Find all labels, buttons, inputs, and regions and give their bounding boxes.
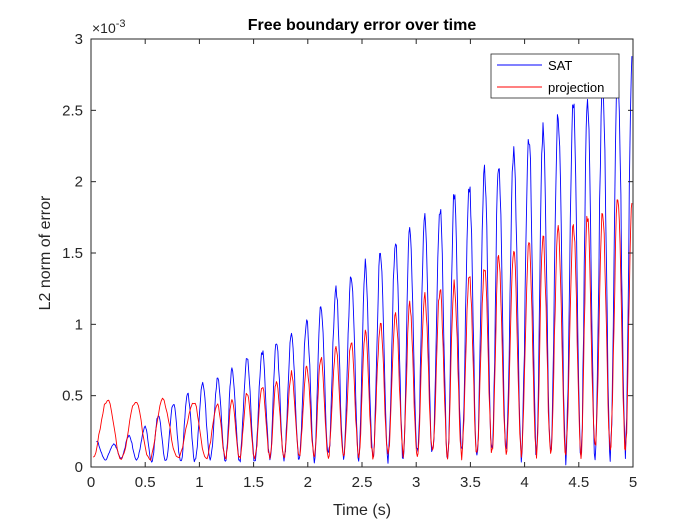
exponent-power: -3 — [116, 18, 126, 30]
x-axis: 0 0.5 1 1.5 2 2.5 3 3.5 4 4.5 5 — [87, 39, 637, 491]
x-axis-label: Time (s) — [333, 502, 391, 519]
x-tick-label: 2.5 — [352, 474, 373, 491]
y-tick-label: 2 — [75, 174, 83, 191]
series-line-projection — [92, 199, 633, 461]
exponent-base: ×10 — [92, 20, 116, 36]
x-tick-label: 4.5 — [568, 474, 589, 491]
x-tick-label: 4 — [520, 474, 528, 491]
chart-title: Free boundary error over time — [248, 17, 477, 34]
x-tick-label: 2 — [304, 474, 312, 491]
svg-text:×10-3: ×10-3 — [92, 18, 126, 36]
y-tick-label: 3 — [75, 31, 83, 48]
legend-box — [490, 53, 620, 99]
y-tick-label: 2.5 — [62, 102, 83, 119]
y-exponent-label: ×10-3 — [92, 18, 126, 36]
y-axis-label: L2 norm of error — [37, 195, 54, 310]
y-tick-label: 1 — [75, 316, 83, 333]
legend-label-projection: projection — [548, 80, 604, 95]
x-tick-label: 3 — [412, 474, 420, 491]
legend-label-sat: SAT — [548, 58, 572, 73]
x-tick-label: 5 — [629, 474, 637, 491]
x-tick-label: 1 — [195, 474, 203, 491]
x-tick-label: 3.5 — [460, 474, 481, 491]
x-tick-label: 1.5 — [243, 474, 264, 491]
x-tick-label: 0.5 — [135, 474, 156, 491]
series-line-sat — [96, 56, 633, 466]
y-tick-label: 0 — [75, 459, 83, 476]
x-tick-label: 0 — [87, 474, 95, 491]
y-axis: 0 0.5 1 1.5 2 2.5 3 — [62, 31, 633, 476]
y-tick-label: 0.5 — [62, 388, 83, 405]
series-layer — [92, 56, 633, 466]
y-tick-label: 1.5 — [62, 245, 83, 262]
legend: SAT projection — [490, 53, 620, 99]
